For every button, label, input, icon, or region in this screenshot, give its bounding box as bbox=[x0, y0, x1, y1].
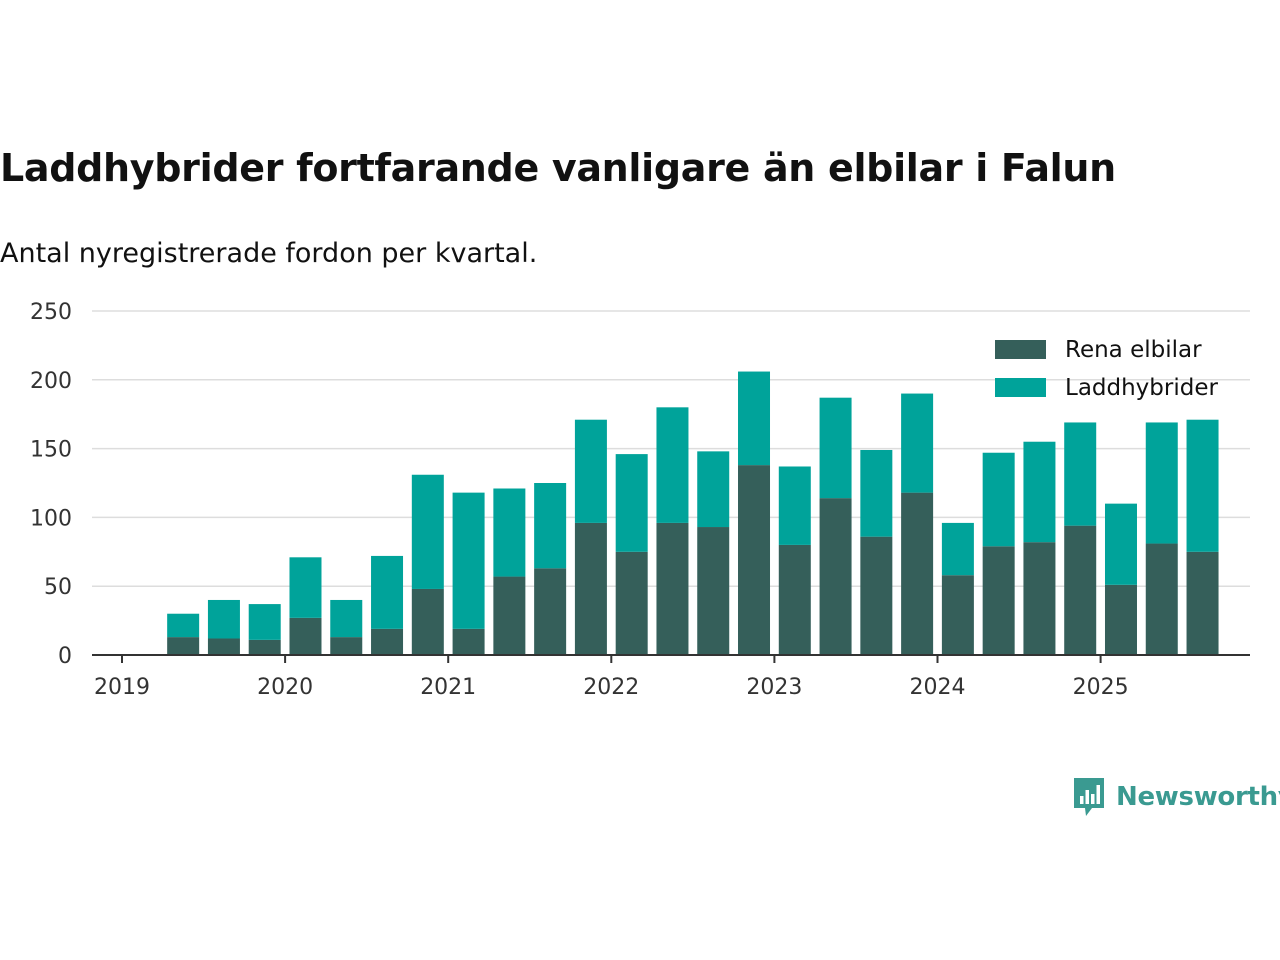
bar-rena-elbilar bbox=[1104, 584, 1137, 655]
bar-laddhybrider bbox=[615, 454, 648, 552]
bar-rena-elbilar bbox=[738, 465, 771, 655]
bar-laddhybrider bbox=[1064, 422, 1097, 526]
bar-rena-elbilar bbox=[493, 576, 526, 655]
bar-rena-elbilar bbox=[982, 546, 1015, 655]
brand-name: Newsworthy bbox=[1116, 782, 1280, 812]
newsworthy-logo-icon bbox=[1074, 778, 1104, 816]
bar-rena-elbilar bbox=[452, 628, 485, 655]
y-tick-label: 200 bbox=[30, 369, 72, 394]
bar-laddhybrider bbox=[452, 492, 485, 629]
bar-rena-elbilar bbox=[697, 527, 730, 655]
bar-laddhybrider bbox=[697, 451, 730, 528]
bar-rena-elbilar bbox=[1023, 542, 1056, 655]
x-tick-label: 2021 bbox=[420, 675, 476, 700]
bar-rena-elbilar bbox=[207, 638, 240, 655]
bar-rena-elbilar bbox=[167, 637, 200, 655]
bar-laddhybrider bbox=[1104, 503, 1137, 585]
bar-laddhybrider bbox=[1186, 419, 1219, 552]
x-tick-label: 2025 bbox=[1073, 675, 1129, 700]
chart-subtitle: Antal nyregistrerade fordon per kvartal. bbox=[0, 238, 538, 269]
bar-rena-elbilar bbox=[778, 544, 811, 655]
legend-label: Laddhybrider bbox=[1065, 375, 1218, 401]
bar-rena-elbilar bbox=[1186, 551, 1219, 655]
brand-logo: Newsworthy bbox=[1072, 776, 1280, 818]
bar-laddhybrider bbox=[1023, 441, 1056, 543]
bar-rena-elbilar bbox=[330, 637, 363, 655]
y-tick-label: 150 bbox=[30, 438, 72, 463]
bar-laddhybrider bbox=[371, 555, 404, 629]
bar-rena-elbilar bbox=[615, 551, 648, 655]
x-tick-label: 2023 bbox=[746, 675, 802, 700]
bar-laddhybrider bbox=[411, 474, 444, 589]
bar-laddhybrider bbox=[1145, 422, 1178, 544]
bars bbox=[167, 371, 1219, 655]
y-tick-label: 100 bbox=[30, 506, 72, 531]
x-tick-label: 2020 bbox=[257, 675, 313, 700]
bar-rena-elbilar bbox=[534, 568, 567, 655]
stacked-bar-chart: 0 50 100 150 200 250 2019 2020 2021 2022 2023 2024… bbox=[30, 300, 1250, 700]
y-tick-label: 250 bbox=[30, 300, 72, 325]
bar-rena-elbilar bbox=[248, 639, 281, 655]
bar-laddhybrider bbox=[289, 557, 322, 618]
bar-laddhybrider bbox=[738, 371, 771, 466]
chart-title: Laddhybrider fortfarande vanligare än el… bbox=[0, 146, 1116, 190]
bar-laddhybrider bbox=[574, 419, 607, 523]
x-tick-label: 2019 bbox=[94, 675, 150, 700]
bar-laddhybrider bbox=[860, 449, 893, 537]
x-axis-ticks: 2019 2020 2021 2022 2023 2024 2025 bbox=[94, 655, 1129, 700]
bar-rena-elbilar bbox=[901, 492, 934, 655]
bar-rena-elbilar bbox=[371, 628, 404, 655]
bar-laddhybrider bbox=[819, 397, 852, 499]
y-tick-label: 50 bbox=[44, 575, 72, 600]
bar-rena-elbilar bbox=[1064, 525, 1097, 655]
y-tick-label: 0 bbox=[58, 644, 72, 669]
bar-rena-elbilar bbox=[656, 522, 689, 655]
legend-swatch bbox=[995, 340, 1046, 359]
bar-rena-elbilar bbox=[819, 498, 852, 655]
bar-laddhybrider bbox=[941, 522, 974, 576]
legend: Rena elbilar Laddhybrider bbox=[995, 337, 1218, 401]
bar-rena-elbilar bbox=[860, 536, 893, 655]
bar-rena-elbilar bbox=[1145, 543, 1178, 655]
bar-laddhybrider bbox=[901, 393, 934, 493]
bar-laddhybrider bbox=[656, 407, 689, 523]
bar-laddhybrider bbox=[207, 599, 240, 639]
y-axis-tick-labels: 0 50 100 150 200 250 bbox=[30, 300, 72, 669]
bar-rena-elbilar bbox=[574, 522, 607, 655]
bar-laddhybrider bbox=[330, 599, 363, 638]
legend-label: Rena elbilar bbox=[1065, 337, 1202, 363]
bar-laddhybrider bbox=[493, 488, 526, 577]
bar-rena-elbilar bbox=[941, 575, 974, 655]
bar-laddhybrider bbox=[167, 613, 200, 638]
x-tick-label: 2024 bbox=[910, 675, 966, 700]
bar-laddhybrider bbox=[534, 483, 567, 569]
bar-laddhybrider bbox=[982, 452, 1015, 547]
bar-laddhybrider bbox=[778, 466, 811, 545]
x-tick-label: 2022 bbox=[583, 675, 639, 700]
legend-swatch bbox=[995, 378, 1046, 397]
bar-laddhybrider bbox=[248, 604, 281, 640]
bar-rena-elbilar bbox=[289, 617, 322, 655]
bar-rena-elbilar bbox=[411, 588, 444, 655]
